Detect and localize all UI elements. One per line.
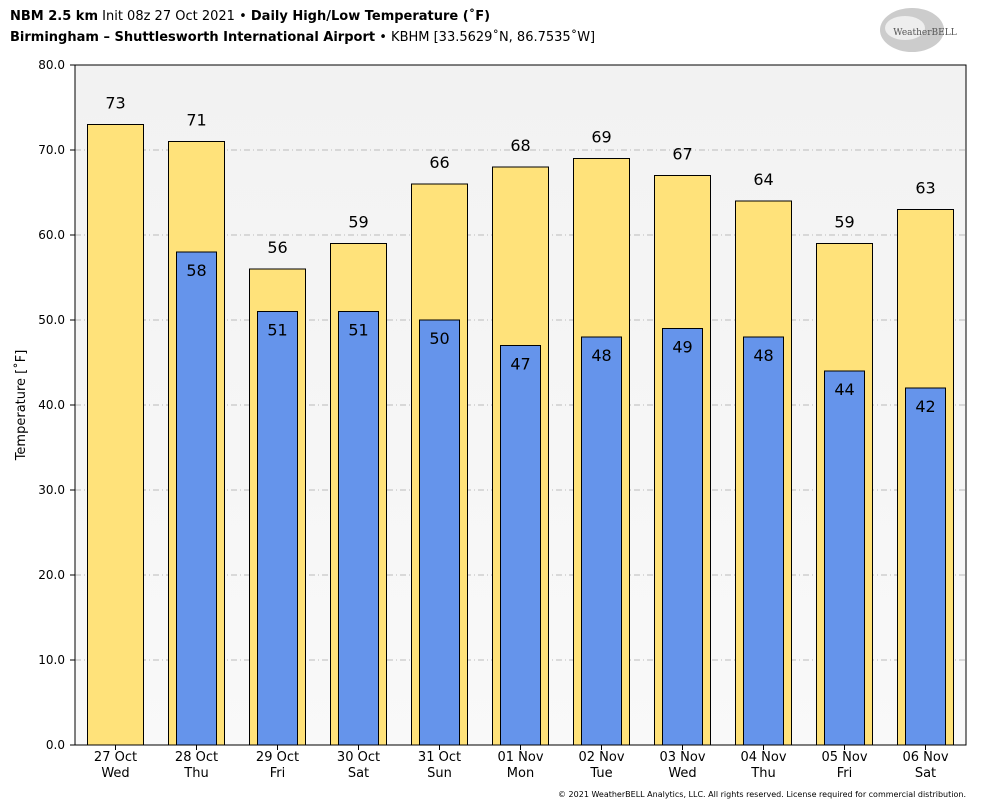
x-tick-label: 27 Oct [94,750,137,765]
high-label: 73 [105,94,125,113]
high-label: 66 [429,153,449,172]
station: KBHM [33.5629˚N, 86.7535˚W] [391,29,595,45]
x-tick-label: 01 Nov [497,750,543,765]
x-tick-label: Wed [101,766,129,781]
low-label: 50 [429,329,449,348]
low-label: 49 [672,338,692,357]
x-tick-label: Sat [915,766,936,781]
separator: • [239,9,247,24]
y-tick-label: 80.0 [38,58,65,72]
x-tick-label: Fri [837,766,853,781]
location-line: Birmingham – Shuttlesworth International… [10,29,595,45]
x-tick-label: Sat [348,766,369,781]
high-bar [87,124,144,746]
x-tick-label: 30 Oct [337,750,380,765]
high-label: 59 [348,213,368,232]
low-bar [743,336,784,746]
logo: WeatherBELL [880,8,957,52]
chart-title: NBM 2.5 km [10,9,98,24]
y-tick-label: 60.0 [38,228,65,242]
y-tick-label: 50.0 [38,313,65,327]
x-tick-label: Tue [589,766,612,781]
separator: • [379,30,387,45]
low-bar [824,370,865,746]
title-line: NBM 2.5 km Init 08z 27 Oct 2021 • Daily … [10,8,490,24]
x-tick-label: Fri [270,766,286,781]
x-tick-label: 04 Nov [740,750,786,765]
low-label: 58 [186,261,206,280]
x-tick-label: 05 Nov [821,750,867,765]
x-tick-label: 29 Oct [256,750,299,765]
logo-swirl [885,16,925,40]
x-tick-label: Mon [507,766,534,781]
x-tick-label: 03 Nov [659,750,705,765]
credit: © 2021 WeatherBELL Analytics, LLC. All r… [558,790,966,799]
high-label: 69 [591,128,611,147]
logo-text: WeatherBELL [893,28,956,38]
low-bar [176,251,217,746]
low-label: 47 [510,355,530,374]
y-tick-label: 40.0 [38,398,65,412]
location: Birmingham – Shuttlesworth International… [10,30,375,45]
x-tick-label: 28 Oct [175,750,218,765]
x-tick-label: Sun [427,766,452,781]
low-label: 51 [267,321,287,340]
x-tick-label: 02 Nov [578,750,624,765]
low-bar [419,319,460,746]
high-label: 64 [753,170,773,189]
low-bar [338,311,379,746]
low-bar [257,311,298,746]
y-tick-label: 10.0 [38,653,65,667]
init-time: Init 08z 27 Oct 2021 [102,9,235,24]
low-label: 48 [591,346,611,365]
low-bar [581,336,622,746]
plot-frame [74,64,967,746]
low-bar [500,345,541,746]
y-tick-label: 70.0 [38,143,65,157]
low-bar [662,328,703,746]
y-tick-label: 20.0 [38,568,65,582]
x-tick-label: Thu [750,766,775,781]
low-label: 48 [753,346,773,365]
high-label: 59 [834,213,854,232]
low-label: 44 [834,380,854,399]
y-tick-label: 0.0 [46,738,65,752]
high-label: 71 [186,111,206,130]
chart-subtitle: Daily High/Low Temperature (˚F) [251,8,490,24]
high-label: 56 [267,238,287,257]
high-label: 63 [915,179,935,198]
low-label: 51 [348,321,368,340]
x-tick-label: 06 Nov [902,750,948,765]
x-tick-label: Wed [668,766,696,781]
high-label: 68 [510,136,530,155]
low-bar [905,387,946,746]
y-tick-label: 30.0 [38,483,65,497]
high-label: 67 [672,145,692,164]
low-label: 42 [915,397,935,416]
y-axis-label: Temperature [˚F] [13,350,29,462]
x-tick-label: Thu [183,766,208,781]
x-tick-label: 31 Oct [418,750,461,765]
